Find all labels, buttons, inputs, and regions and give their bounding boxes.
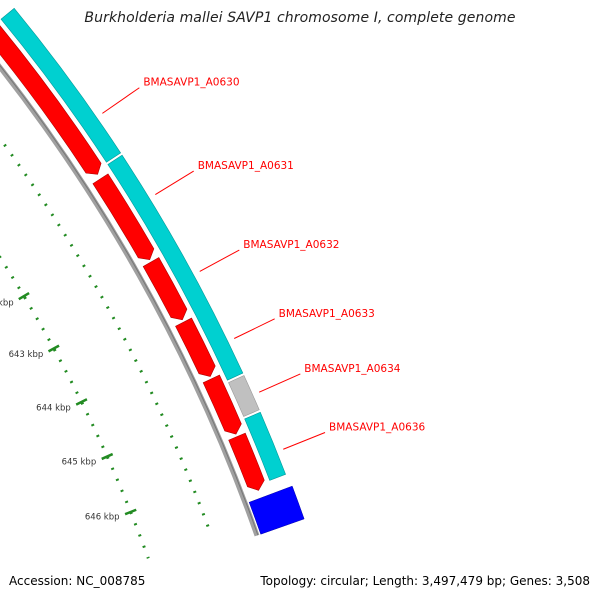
gene-callout-line <box>102 87 140 114</box>
feature-block <box>228 375 260 417</box>
tick-label: 646 kbp <box>85 512 120 522</box>
major-tick <box>47 344 60 353</box>
gene-callout-line <box>233 318 275 339</box>
backbone-ring <box>0 63 260 537</box>
map-title: Burkholderia mallei SAVP1 chromosome I, … <box>84 10 516 26</box>
gene-label: BMASAVP1_A0636 <box>329 421 425 433</box>
gene-label: BMASAVP1_A0630 <box>143 77 239 89</box>
forward-gene-arrow <box>0 25 102 175</box>
reverse-gene-block <box>107 154 244 381</box>
reverse-gene-block <box>0 7 122 163</box>
gene-label: BMASAVP1_A0632 <box>243 239 339 251</box>
forward-gene-arrow <box>228 432 265 491</box>
tick-label: 645 kbp <box>62 457 97 467</box>
tick-label: 643 kbp <box>9 350 44 360</box>
backbone-outline <box>0 64 259 536</box>
forward-gene-arrow <box>175 317 216 377</box>
contig-marker <box>248 485 305 535</box>
reverse-gene-block <box>244 411 286 481</box>
tick-label: 642 kbp <box>0 298 14 308</box>
gene-label: BMASAVP1_A0634 <box>304 363 400 375</box>
gene-callout-line <box>258 373 301 393</box>
gene-label: BMASAVP1_A0631 <box>198 160 294 172</box>
inner-tick-ring <box>0 254 150 559</box>
tick-label: 644 kbp <box>36 403 71 413</box>
genome-summary: Topology: circular; Length: 3,497,479 bp… <box>260 574 590 588</box>
major-tick <box>101 452 114 461</box>
gene-callout-line <box>199 249 240 272</box>
forward-gene-arrow <box>202 374 242 435</box>
forward-gene-arrow <box>92 173 155 261</box>
forward-gene-arrow <box>142 257 188 321</box>
gene-label: BMASAVP1_A0633 <box>279 308 375 320</box>
gene-callout-line <box>155 170 194 195</box>
accession-label: Accession: NC_008785 <box>9 574 146 588</box>
gene-callout-line <box>283 432 326 450</box>
major-tick <box>75 398 88 406</box>
major-tick <box>18 291 30 301</box>
major-tick <box>124 508 137 516</box>
